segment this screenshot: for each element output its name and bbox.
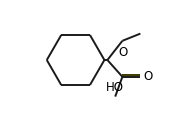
Text: O: O <box>143 70 153 83</box>
Text: O: O <box>118 46 128 59</box>
Text: HO: HO <box>106 81 124 94</box>
